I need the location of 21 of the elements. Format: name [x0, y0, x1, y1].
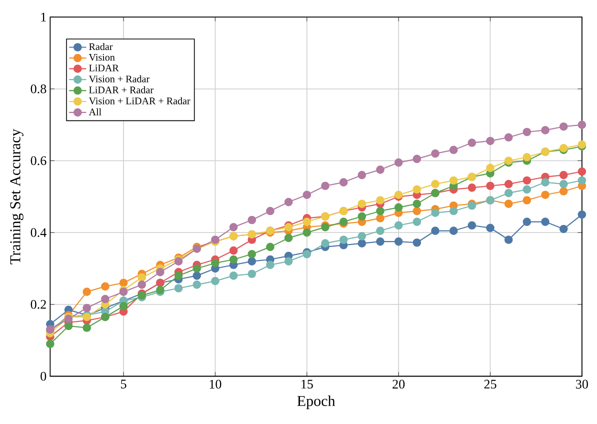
x-tick-label: 10 [210, 380, 222, 388]
y-tick-label: 0.8 [30, 84, 46, 94]
legend-label: LiDAR + Radar [89, 86, 154, 94]
legend-label: Vision + LiDAR + Radar [88, 97, 190, 104]
y-tick-label: 0.2 [30, 300, 46, 309]
legend-label: Vision + Radar [88, 75, 150, 82]
legend-label: Radar [89, 42, 113, 50]
x-tick-label: 25 [484, 380, 496, 388]
legend-label: LiDAR [89, 64, 119, 72]
y-axis-title: Training Set Accuracy [10, 128, 24, 264]
legend-label: All [88, 108, 102, 115]
y-tick-label: 0 [40, 372, 46, 380]
y-tick-label: 0.6 [30, 156, 46, 165]
y-tick-label: 0.4 [30, 228, 46, 237]
x-tick-label: 20 [392, 380, 405, 388]
x-tick-label: 5 [121, 380, 126, 388]
legend-label: Vision [88, 54, 115, 61]
x-tick-label: 30 [576, 380, 588, 388]
y-tick-label: 1 [41, 12, 46, 22]
x-axis-title: Epoch [297, 395, 336, 409]
x-tick-label: 15 [302, 380, 313, 388]
